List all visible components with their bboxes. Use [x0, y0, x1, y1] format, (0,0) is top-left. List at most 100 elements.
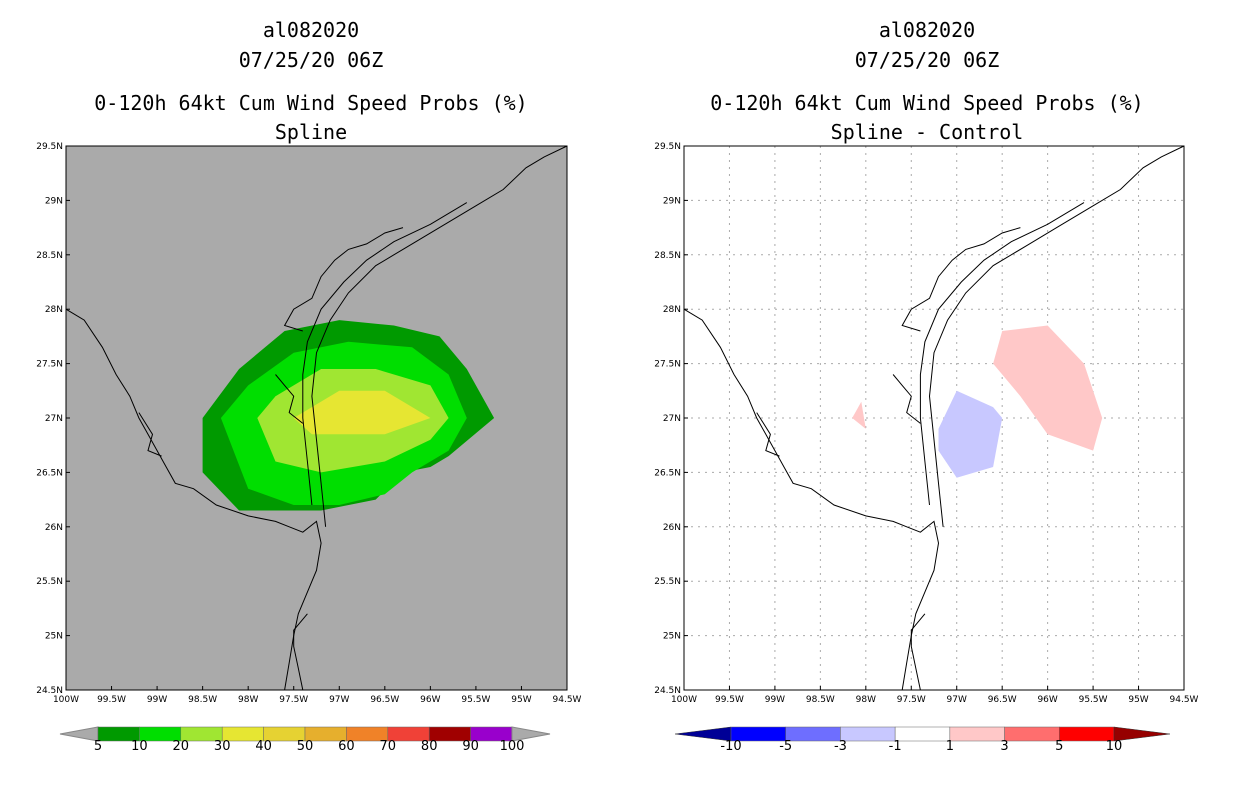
- colorbar-label: -10: [720, 739, 741, 754]
- colorbar-label: -1: [889, 739, 902, 754]
- y-tick-label: 29.5N: [36, 142, 63, 152]
- y-tick-label: 29N: [45, 196, 63, 206]
- left-subtitle: Spline: [275, 120, 347, 144]
- colorbar-label: -3: [834, 739, 847, 754]
- left-storm-id: al082020: [263, 18, 359, 42]
- right-colorbar: -10 -5 -3 -1 1 3 5 10: [674, 726, 1171, 754]
- left-coastline: [65, 145, 568, 691]
- x-tick-label: 94.5W: [553, 695, 582, 705]
- contour-level-neg1: [938, 390, 1003, 478]
- colorbar-swatch: [840, 726, 896, 742]
- colorbar-label: 10: [131, 739, 148, 754]
- y-tick-label: 26.5N: [36, 468, 63, 478]
- colorbar-label: -5: [779, 739, 792, 754]
- x-tick-label: 95.5W: [1079, 695, 1108, 705]
- x-tick-label: 96.5W: [370, 695, 399, 705]
- y-tick-label: 25N: [663, 632, 681, 642]
- right-difference-contours: [852, 325, 1103, 478]
- left-datetime: 07/25/20 06Z: [239, 48, 384, 72]
- y-tick-label: 24.5N: [36, 686, 63, 696]
- x-tick-label: 96W: [420, 695, 440, 705]
- left-colorbar: 5 10 20 30 40 50 60 70 80 90 100: [59, 726, 551, 754]
- coastline-segment: [283, 227, 404, 332]
- y-tick-label: 29N: [663, 196, 681, 206]
- y-tick-label: 28N: [45, 305, 63, 315]
- colorbar-swatch: [1004, 726, 1060, 742]
- right-storm-id: al082020: [879, 18, 975, 42]
- coastline-segment: [138, 412, 162, 457]
- colorbar-label: 3: [1000, 739, 1008, 754]
- coastline-segment: [311, 145, 568, 527]
- coastline-segment: [302, 202, 468, 506]
- colorbar-arrow-high: [1113, 726, 1171, 742]
- coastline-segment: [910, 613, 926, 691]
- x-tick-label: 100W: [53, 695, 79, 705]
- colorbar-swatch: [894, 726, 951, 742]
- y-tick-label: 28.5N: [36, 251, 63, 261]
- colorbar-label: 100: [500, 739, 525, 754]
- y-tick-label: 26N: [45, 523, 63, 533]
- x-tick-label: 96W: [1037, 695, 1057, 705]
- contour-level-1: [993, 325, 1103, 451]
- colorbar-label: 20: [173, 739, 190, 754]
- y-tick-label: 26N: [663, 523, 681, 533]
- y-tick-label: 27.5N: [36, 360, 63, 370]
- y-tick-label: 27.5N: [654, 360, 681, 370]
- colorbar-label: 90: [462, 739, 479, 754]
- right-product-title: 0-120h 64kt Cum Wind Speed Probs (%): [710, 91, 1143, 115]
- right-coastline: [683, 145, 1185, 691]
- coastline-segment: [756, 412, 780, 457]
- x-tick-label: 97W: [329, 695, 349, 705]
- x-tick-label: 99W: [765, 695, 785, 705]
- coastline-segment: [293, 613, 308, 691]
- colorbar-label: 70: [380, 739, 397, 754]
- y-tick-label: 29.5N: [654, 142, 681, 152]
- coastline-segment: [892, 374, 921, 424]
- x-tick-label: 96.5W: [988, 695, 1017, 705]
- coastline-segment: [683, 308, 940, 691]
- colorbar-arrow-high: [511, 726, 551, 742]
- y-tick-label: 27N: [663, 414, 681, 424]
- colorbar-label: 5: [1055, 739, 1063, 754]
- x-tick-label: 97.5W: [897, 695, 926, 705]
- y-tick-label: 25N: [45, 632, 63, 642]
- y-tick-label: 27N: [45, 414, 63, 424]
- right-subtitle: Spline - Control: [831, 120, 1024, 144]
- coastline-segment: [928, 145, 1185, 527]
- colorbar-swatch: [785, 726, 841, 742]
- x-tick-label: 99.5W: [97, 695, 126, 705]
- y-tick-label: 24.5N: [654, 686, 681, 696]
- colorbar-label: 10: [1106, 739, 1123, 754]
- colorbar-label: 80: [421, 739, 438, 754]
- coastline-segment: [901, 227, 1021, 332]
- colorbar-swatch: [949, 726, 1005, 742]
- x-tick-label: 98.5W: [188, 695, 217, 705]
- contour-level-1: [852, 401, 866, 429]
- y-tick-label: 28N: [663, 305, 681, 315]
- x-tick-label: 95W: [1128, 695, 1148, 705]
- x-tick-label: 95W: [511, 695, 531, 705]
- right-axis-ticks: 100W 99.5W 99W 98.5W 98W 97.5W 97W 96.5W 96W 95.5…: [654, 142, 1198, 705]
- coastline-segment: [919, 202, 1085, 506]
- contour-level-30: [293, 390, 431, 435]
- y-tick-label: 28.5N: [654, 251, 681, 261]
- colorbar-arrow-low: [59, 726, 99, 742]
- x-tick-label: 95.5W: [461, 695, 490, 705]
- x-tick-label: 94.5W: [1170, 695, 1199, 705]
- y-tick-label: 26.5N: [654, 468, 681, 478]
- coastline-segment: [65, 308, 322, 691]
- right-map-background: [684, 146, 1184, 690]
- colorbar-label: 50: [297, 739, 314, 754]
- right-panel: al082020 07/25/20 06Z 0-120h 64kt Cum Wi…: [654, 18, 1198, 754]
- colorbar-label: 30: [214, 739, 231, 754]
- x-tick-label: 100W: [671, 695, 697, 705]
- colorbar-label: 40: [255, 739, 272, 754]
- y-tick-label: 25.5N: [654, 577, 681, 587]
- colorbar-label: 5: [94, 739, 102, 754]
- x-tick-label: 98W: [238, 695, 258, 705]
- left-panel: al082020 07/25/20 06Z 0-120h 64kt Cum Wi…: [36, 18, 581, 754]
- x-tick-label: 97W: [947, 695, 967, 705]
- x-tick-label: 99W: [147, 695, 167, 705]
- coastline-segment: [275, 374, 304, 424]
